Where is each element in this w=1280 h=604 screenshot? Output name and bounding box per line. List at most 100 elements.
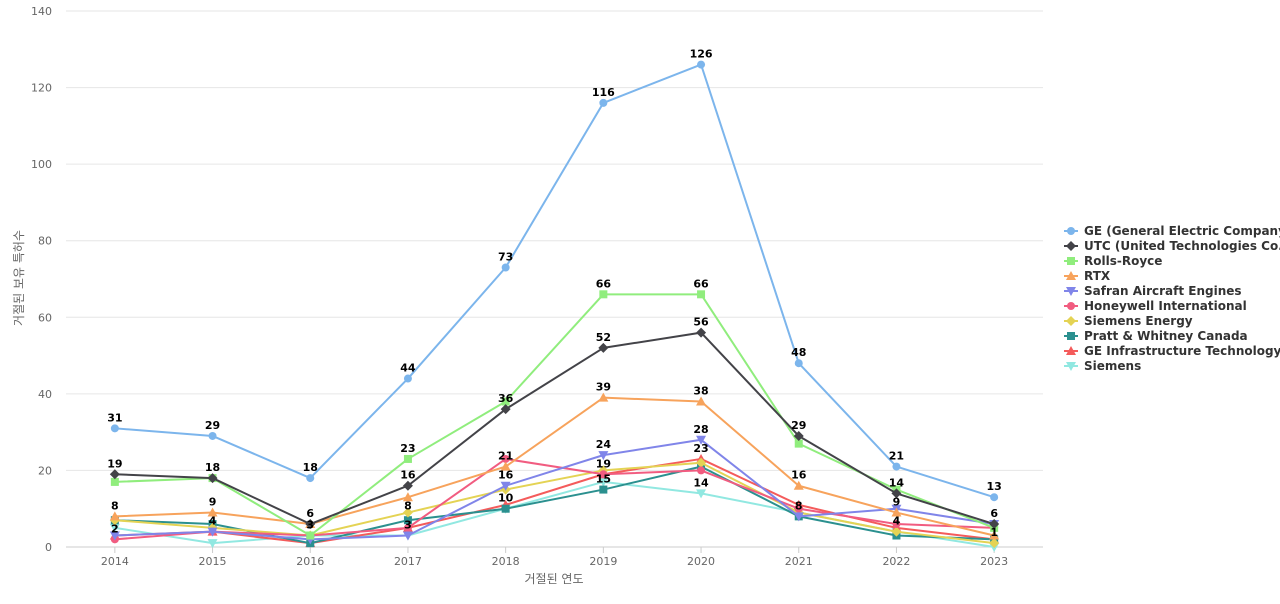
data-point[interactable]	[696, 457, 707, 468]
data-point[interactable]	[501, 397, 510, 406]
data-point[interactable]	[696, 396, 707, 406]
legend-marker-icon[interactable]	[1066, 241, 1076, 251]
data-label: 9	[893, 496, 901, 509]
data-label: 14	[693, 476, 709, 489]
series-5	[110, 454, 999, 544]
data-label: 9	[209, 496, 217, 509]
data-label: 31	[107, 411, 122, 424]
data-point[interactable]	[305, 519, 316, 530]
legend-item[interactable]: GE (General Electric Company)	[1064, 224, 1280, 238]
data-point[interactable]	[500, 404, 511, 415]
data-point[interactable]	[501, 454, 510, 463]
data-point[interactable]	[207, 527, 218, 537]
data-point[interactable]	[207, 473, 218, 484]
legend-item[interactable]: GE Infrastructure Technology	[1064, 344, 1280, 358]
data-point[interactable]	[697, 466, 706, 475]
data-label: 23	[693, 442, 708, 455]
data-point[interactable]	[599, 470, 608, 479]
legend-item[interactable]: Rolls-Royce	[1064, 254, 1162, 268]
data-point[interactable]	[109, 469, 120, 480]
data-point[interactable]	[697, 60, 706, 69]
data-point[interactable]	[207, 507, 218, 517]
data-point[interactable]	[599, 290, 608, 299]
data-point[interactable]	[892, 462, 901, 471]
data-point[interactable]	[207, 539, 218, 549]
data-point[interactable]	[891, 488, 902, 499]
legend-marker-icon[interactable]	[1066, 362, 1076, 371]
legend-marker-icon[interactable]	[1067, 227, 1075, 235]
data-label: 21	[498, 450, 513, 463]
x-tick-label: 2020	[687, 555, 715, 568]
legend-item[interactable]: Siemens Energy	[1064, 314, 1193, 328]
data-point[interactable]	[109, 523, 120, 533]
data-point[interactable]	[989, 538, 1000, 549]
series-line	[114, 63, 995, 499]
legend-marker-icon[interactable]	[1067, 332, 1075, 340]
legend-item[interactable]: RTX	[1064, 269, 1111, 283]
data-point[interactable]	[696, 489, 707, 499]
data-point[interactable]	[306, 531, 315, 540]
data-point[interactable]	[500, 481, 511, 491]
data-point[interactable]	[500, 461, 511, 471]
data-point[interactable]	[110, 477, 119, 486]
data-point[interactable]	[402, 531, 413, 541]
data-point[interactable]	[794, 439, 803, 448]
legend-item[interactable]: Safran Aircraft Engines	[1064, 284, 1242, 298]
y-tick-label: 100	[31, 158, 52, 171]
data-point[interactable]	[599, 98, 608, 107]
data-point[interactable]	[599, 485, 608, 494]
legend-item[interactable]: UTC (United Technologies Co...	[1064, 239, 1280, 253]
data-point[interactable]	[403, 516, 412, 525]
legend-marker-icon[interactable]	[1067, 257, 1075, 265]
data-point[interactable]	[989, 519, 1000, 530]
data-point[interactable]	[110, 424, 119, 433]
data-label: 16	[400, 469, 416, 482]
data-point[interactable]	[990, 493, 999, 502]
data-point[interactable]	[402, 507, 413, 518]
data-label: 38	[693, 385, 708, 398]
data-point[interactable]	[598, 392, 609, 402]
x-tick-label: 2016	[296, 555, 324, 568]
axes: 거절된 연도 거절된 보유 특허수 0 20 40 60 80 100 120 140 2014…	[12, 5, 1008, 586]
legend-item[interactable]: Siemens	[1064, 359, 1141, 373]
series-line	[114, 480, 995, 548]
data-point[interactable]	[501, 263, 510, 272]
data-label: 19	[107, 457, 122, 470]
legend[interactable]: GE (General Electric Company)UTC (United…	[1064, 224, 1280, 373]
legend-marker-icon[interactable]	[1066, 346, 1076, 355]
legend-marker-icon[interactable]	[1066, 316, 1076, 326]
data-point[interactable]	[989, 530, 1000, 540]
data-point[interactable]	[403, 374, 412, 383]
data-point[interactable]	[891, 526, 902, 537]
data-point[interactable]	[697, 290, 706, 299]
data-point[interactable]	[696, 435, 707, 445]
data-point[interactable]	[501, 504, 510, 513]
legend-item[interactable]: Pratt & Whitney Canada	[1064, 329, 1248, 343]
data-point[interactable]	[598, 342, 609, 353]
legend-label: Rolls-Royce	[1084, 254, 1162, 268]
data-point[interactable]	[403, 454, 412, 463]
data-point[interactable]	[402, 492, 413, 502]
data-point[interactable]	[794, 359, 803, 368]
data-point[interactable]	[892, 520, 901, 529]
data-point[interactable]	[794, 504, 803, 513]
data-point[interactable]	[208, 431, 217, 440]
legend-item[interactable]: Honeywell International	[1064, 299, 1247, 313]
series-line	[114, 293, 995, 537]
data-point[interactable]	[598, 477, 609, 487]
legend-marker-icon[interactable]	[1066, 287, 1076, 296]
data-point[interactable]	[306, 474, 315, 483]
data-point[interactable]	[403, 523, 412, 532]
data-point[interactable]	[696, 327, 707, 338]
legend-marker-icon[interactable]	[1066, 271, 1076, 280]
data-point[interactable]	[793, 480, 804, 490]
data-point[interactable]	[402, 480, 413, 491]
y-tick-label: 40	[38, 388, 52, 401]
data-point[interactable]	[109, 531, 120, 541]
data-point[interactable]	[793, 512, 804, 522]
data-point[interactable]	[598, 451, 609, 461]
data-point[interactable]	[109, 511, 120, 521]
data-point[interactable]	[793, 430, 804, 441]
data-point[interactable]	[891, 507, 902, 517]
legend-marker-icon[interactable]	[1067, 302, 1075, 310]
